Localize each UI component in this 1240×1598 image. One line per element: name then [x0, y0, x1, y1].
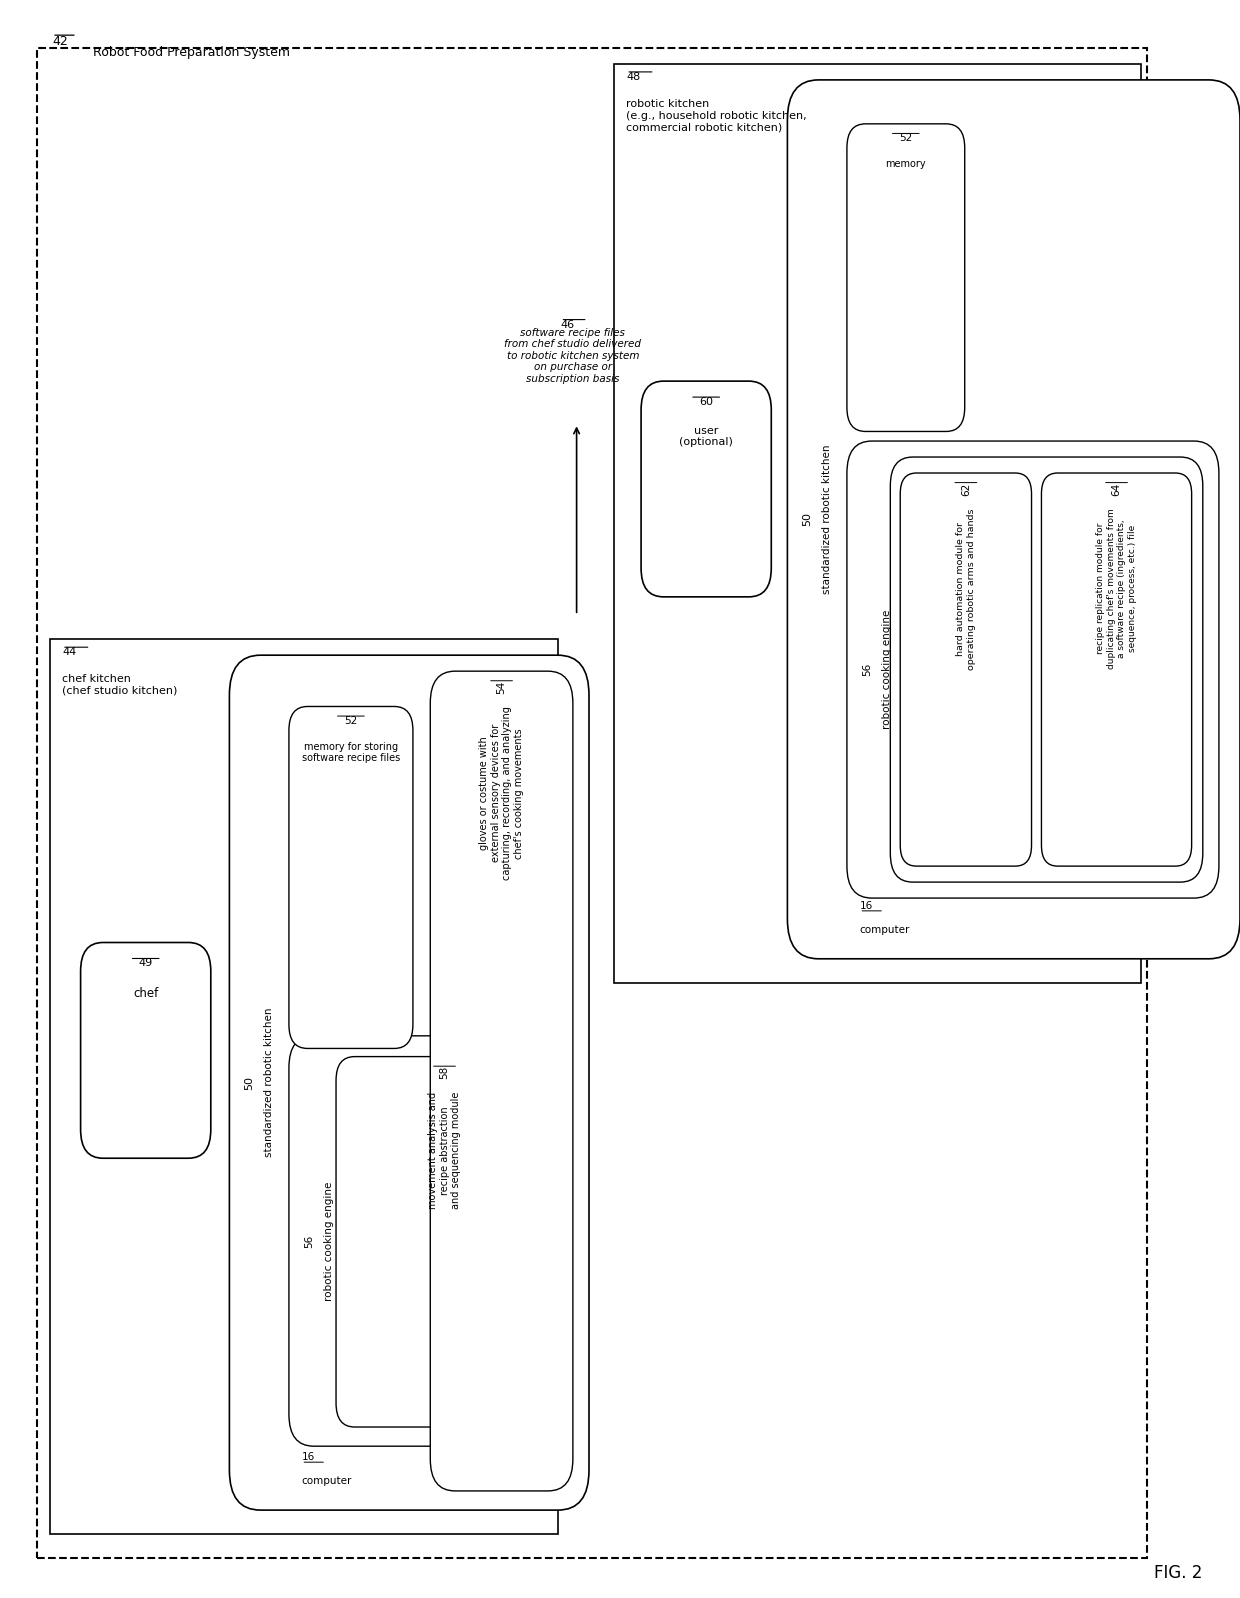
- Text: standardized robotic kitchen: standardized robotic kitchen: [822, 444, 832, 594]
- Text: memory: memory: [885, 158, 926, 169]
- FancyBboxPatch shape: [847, 441, 1219, 898]
- Text: FIG. 2: FIG. 2: [1154, 1564, 1203, 1582]
- FancyBboxPatch shape: [430, 671, 573, 1491]
- Text: 49: 49: [139, 959, 153, 968]
- FancyBboxPatch shape: [289, 1036, 568, 1446]
- Text: 46: 46: [560, 320, 574, 329]
- Text: 16: 16: [859, 901, 873, 911]
- Text: 60: 60: [699, 398, 713, 407]
- FancyBboxPatch shape: [641, 382, 771, 598]
- Text: chef kitchen
(chef studio kitchen): chef kitchen (chef studio kitchen): [62, 674, 177, 697]
- Text: gloves or costume with
external sensory devices for
capturing, recording, and an: gloves or costume with external sensory …: [479, 706, 525, 880]
- Text: 54: 54: [496, 681, 507, 694]
- Text: recipe replication module for
duplicating chef's movements from
a software recip: recipe replication module for duplicatin…: [1096, 508, 1137, 670]
- Text: robotic kitchen
(e.g., household robotic kitchen,
commercial robotic kitchen): robotic kitchen (e.g., household robotic…: [626, 99, 807, 133]
- Text: user
(optional): user (optional): [680, 427, 733, 447]
- FancyBboxPatch shape: [37, 48, 1147, 1558]
- Text: movement analysis and
recipe abstraction
and sequencing module: movement analysis and recipe abstraction…: [428, 1091, 461, 1210]
- Text: 56: 56: [862, 663, 872, 676]
- Text: 52: 52: [899, 134, 913, 144]
- FancyBboxPatch shape: [289, 706, 413, 1048]
- Text: Robot Food Preparation System: Robot Food Preparation System: [93, 46, 290, 59]
- FancyBboxPatch shape: [890, 457, 1203, 882]
- Text: 42: 42: [52, 35, 68, 48]
- Text: 52: 52: [345, 716, 357, 725]
- Text: 50: 50: [244, 1075, 254, 1090]
- FancyBboxPatch shape: [787, 80, 1240, 959]
- Text: robotic cooking engine: robotic cooking engine: [882, 610, 892, 729]
- Text: 62: 62: [961, 483, 971, 495]
- Text: 16: 16: [301, 1453, 315, 1462]
- Text: hard automation module for
operating robotic arms and hands: hard automation module for operating rob…: [956, 508, 976, 670]
- Text: computer: computer: [301, 1477, 352, 1486]
- FancyBboxPatch shape: [1042, 473, 1192, 866]
- FancyBboxPatch shape: [847, 125, 965, 431]
- Text: standardized robotic kitchen: standardized robotic kitchen: [264, 1008, 274, 1157]
- FancyBboxPatch shape: [50, 639, 558, 1534]
- Text: software recipe files
from chef studio delivered
to robotic kitchen system
on pu: software recipe files from chef studio d…: [505, 328, 641, 384]
- Text: chef: chef: [133, 988, 159, 1000]
- FancyBboxPatch shape: [229, 655, 589, 1510]
- Text: computer: computer: [859, 925, 910, 935]
- Text: 44: 44: [62, 647, 76, 657]
- Text: 50: 50: [802, 513, 812, 526]
- FancyBboxPatch shape: [614, 64, 1141, 983]
- Text: 58: 58: [439, 1066, 450, 1079]
- Text: 56: 56: [304, 1234, 314, 1248]
- Text: 48: 48: [626, 72, 640, 81]
- Text: 64: 64: [1111, 483, 1121, 495]
- FancyBboxPatch shape: [81, 943, 211, 1159]
- Text: memory for storing
software recipe files: memory for storing software recipe files: [301, 741, 401, 764]
- Text: robotic cooking engine: robotic cooking engine: [324, 1181, 334, 1301]
- FancyBboxPatch shape: [900, 473, 1032, 866]
- FancyBboxPatch shape: [336, 1056, 553, 1427]
